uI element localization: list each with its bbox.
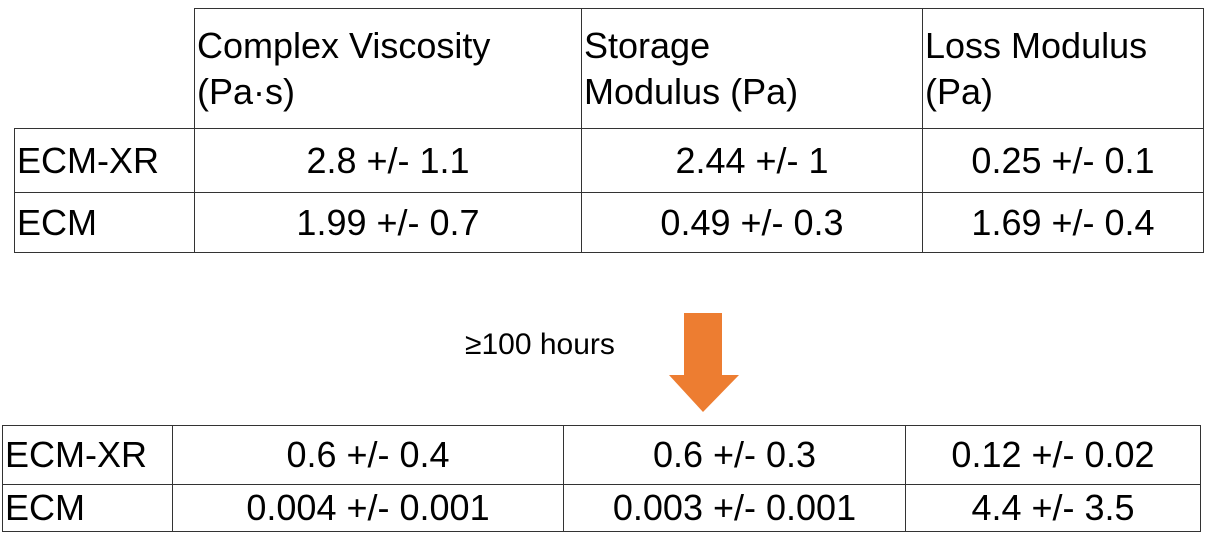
row: ECM 1.99 +/- 0.7 0.49 +/- 0.3 1.69 +/- 0… (14, 192, 1204, 253)
row-label: ECM-XR (14, 128, 195, 193)
row-label: ECM (14, 192, 195, 253)
row: ECM-XR 2.8 +/- 1.1 2.44 +/- 1 0.25 +/- 0… (14, 128, 1204, 193)
cell: 0.6 +/- 0.4 (172, 425, 564, 485)
header-cell: Loss Modulus (Pa) (922, 8, 1204, 129)
cell: 2.8 +/- 1.1 (194, 128, 582, 193)
cell: 0.004 +/- 0.001 (172, 484, 564, 532)
cell: 4.4 +/- 3.5 (905, 484, 1201, 532)
cell: 0.12 +/- 0.02 (905, 425, 1201, 485)
empty-cell (15, 9, 195, 129)
down-arrow (669, 313, 739, 412)
header-cell: Storage Modulus (Pa) (581, 8, 923, 129)
cell: 1.99 +/- 0.7 (194, 192, 582, 253)
cell: 0.49 +/- 0.3 (581, 192, 923, 253)
cell: 1.69 +/- 0.4 (922, 192, 1204, 253)
cell: 0.003 +/- 0.001 (563, 484, 906, 532)
cell: 0.25 +/- 0.1 (922, 128, 1204, 193)
cell: 0.6 +/- 0.3 (563, 425, 906, 485)
bottom-table: ECM-XR 0.6 +/- 0.4 0.6 +/- 0.3 0.12 +/- … (2, 425, 1201, 532)
row-label: ECM-XR (2, 425, 173, 485)
header-cell: Complex Viscosity (Pa·s) (194, 8, 582, 129)
cell: 2.44 +/- 1 (581, 128, 923, 193)
top-table: Complex Viscosity (Pa·s) Storage Modulus… (14, 8, 1204, 253)
row-label: ECM (2, 484, 173, 532)
arrow-shape (669, 313, 739, 412)
annotation: ≥100 hours (465, 328, 615, 361)
header-row: Complex Viscosity (Pa·s) Storage Modulus… (15, 8, 1204, 129)
row: ECM 0.004 +/- 0.001 0.003 +/- 0.001 4.4 … (2, 484, 1201, 532)
row: ECM-XR 0.6 +/- 0.4 0.6 +/- 0.3 0.12 +/- … (2, 425, 1201, 485)
